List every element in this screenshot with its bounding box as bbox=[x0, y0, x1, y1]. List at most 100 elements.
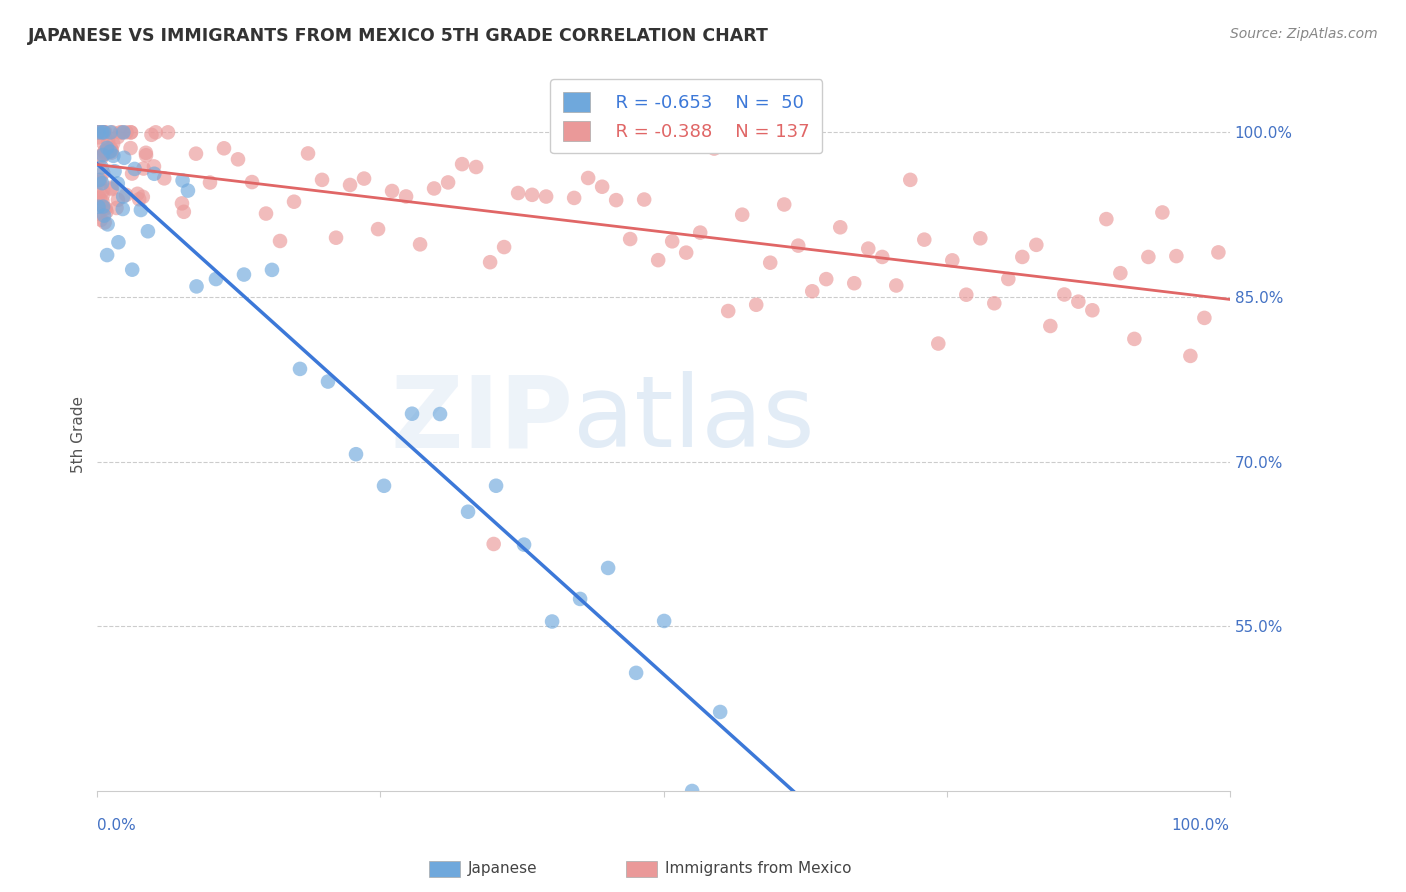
Text: ZIP: ZIP bbox=[389, 371, 574, 468]
Point bbox=[316, 375, 339, 389]
Point bbox=[1109, 266, 1132, 280]
Point bbox=[451, 157, 474, 171]
Point bbox=[624, 665, 647, 680]
Point bbox=[465, 160, 488, 174]
Point bbox=[482, 537, 505, 551]
Point bbox=[132, 161, 155, 176]
Point bbox=[173, 204, 195, 219]
Point bbox=[969, 231, 991, 245]
Point bbox=[94, 144, 117, 158]
Point bbox=[787, 238, 810, 252]
Point bbox=[226, 153, 249, 167]
Text: Japanese: Japanese bbox=[468, 862, 538, 876]
Point bbox=[1166, 249, 1188, 263]
Point bbox=[87, 125, 110, 139]
Point bbox=[437, 176, 460, 190]
Point bbox=[87, 200, 110, 214]
Point bbox=[107, 130, 129, 145]
Point bbox=[105, 201, 128, 215]
Point bbox=[830, 220, 852, 235]
Point bbox=[97, 218, 120, 232]
Point bbox=[100, 125, 122, 139]
Point bbox=[128, 192, 150, 206]
Point bbox=[132, 190, 155, 204]
Point bbox=[93, 201, 115, 215]
Point bbox=[107, 177, 129, 191]
Point bbox=[101, 182, 124, 196]
Point bbox=[135, 145, 157, 160]
Point bbox=[311, 173, 333, 187]
Point bbox=[101, 136, 124, 151]
Point bbox=[689, 226, 711, 240]
Point bbox=[898, 173, 921, 187]
Point bbox=[90, 161, 112, 175]
Point bbox=[90, 151, 112, 165]
Text: 0.0%: 0.0% bbox=[97, 819, 136, 833]
Point bbox=[373, 479, 395, 493]
Point bbox=[541, 615, 564, 629]
Point bbox=[576, 171, 599, 186]
Point bbox=[87, 125, 110, 139]
Point bbox=[844, 277, 866, 291]
Point bbox=[681, 784, 703, 798]
Point bbox=[87, 187, 110, 202]
Point bbox=[97, 145, 120, 159]
Point bbox=[534, 189, 557, 203]
Point bbox=[145, 125, 167, 139]
Point bbox=[153, 171, 176, 186]
Point bbox=[94, 146, 117, 161]
Point bbox=[87, 207, 110, 221]
Text: Source: ZipAtlas.com: Source: ZipAtlas.com bbox=[1230, 27, 1378, 41]
Point bbox=[186, 279, 208, 293]
Point bbox=[184, 146, 207, 161]
Point bbox=[367, 222, 389, 236]
Point bbox=[288, 362, 311, 376]
Point bbox=[494, 240, 516, 254]
Point bbox=[457, 505, 479, 519]
Point bbox=[124, 161, 146, 176]
Point bbox=[1208, 245, 1230, 260]
Point bbox=[136, 224, 159, 238]
Point bbox=[89, 175, 111, 189]
Point bbox=[141, 128, 163, 142]
Point bbox=[997, 272, 1019, 286]
Point bbox=[93, 145, 115, 159]
Point bbox=[605, 193, 627, 207]
Point bbox=[120, 125, 142, 139]
Point bbox=[108, 125, 131, 139]
Point bbox=[91, 125, 114, 139]
Point bbox=[111, 125, 134, 139]
Point bbox=[101, 125, 124, 139]
Point bbox=[884, 278, 907, 293]
Point bbox=[429, 407, 451, 421]
Point bbox=[103, 149, 125, 163]
Point bbox=[91, 135, 114, 149]
Point bbox=[619, 232, 641, 246]
Point bbox=[870, 250, 893, 264]
Point bbox=[87, 130, 110, 145]
Point bbox=[858, 242, 880, 256]
Point bbox=[100, 141, 122, 155]
Point bbox=[297, 146, 319, 161]
Point bbox=[513, 538, 536, 552]
Point bbox=[121, 262, 143, 277]
Point bbox=[198, 176, 221, 190]
Point bbox=[120, 125, 142, 139]
Point bbox=[927, 336, 949, 351]
Point bbox=[1123, 332, 1146, 346]
Point bbox=[1137, 250, 1160, 264]
Point bbox=[409, 237, 432, 252]
Point bbox=[112, 125, 135, 139]
Point bbox=[143, 167, 166, 181]
Point bbox=[97, 134, 120, 148]
Point bbox=[562, 191, 585, 205]
Point bbox=[91, 166, 114, 180]
Point bbox=[1039, 318, 1062, 333]
Point bbox=[912, 233, 935, 247]
Point bbox=[254, 206, 277, 220]
Point bbox=[90, 212, 112, 227]
Point bbox=[127, 186, 149, 201]
Point bbox=[569, 591, 592, 606]
Point bbox=[91, 200, 114, 214]
Point bbox=[269, 234, 291, 248]
